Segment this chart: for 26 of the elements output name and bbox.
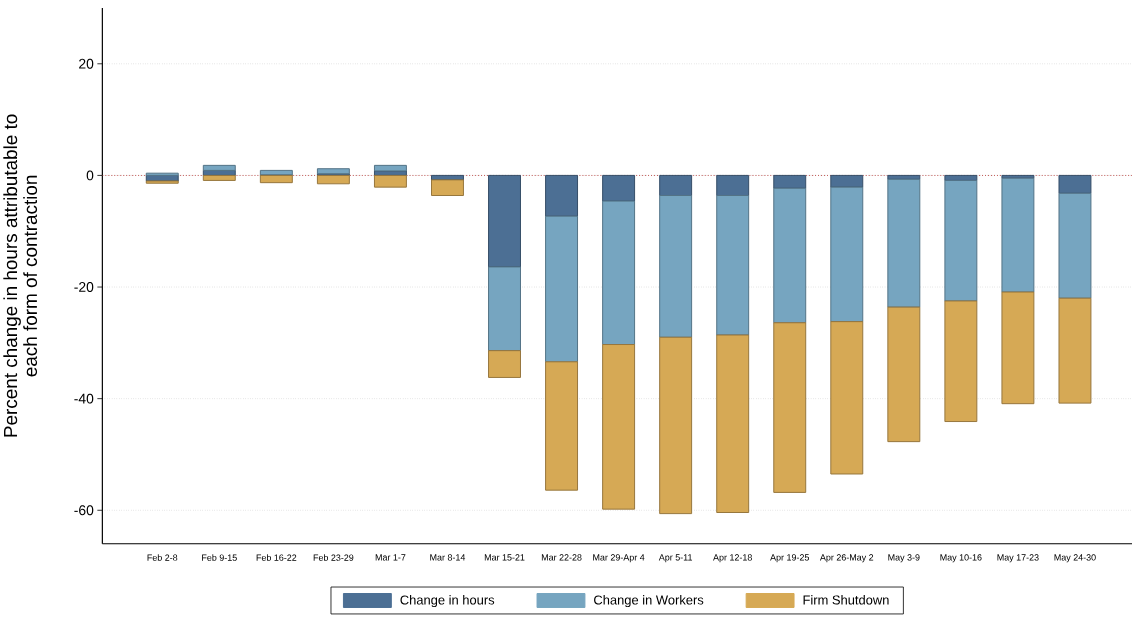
x-tick-label: May 3-9 (888, 554, 920, 563)
x-tick-label: Mar 8-14 (430, 554, 466, 561)
x-tick-label: May 10-16 (940, 554, 982, 563)
x-tick-label: Feb 23-29 (313, 554, 354, 562)
x-tick-label: Mar 1-7 (375, 554, 406, 561)
x-tick-label: Apr 12-18 (713, 554, 752, 563)
x-tick-label: Apr 26-May 2 (819, 554, 874, 563)
x-tick-label: May 17-23 (997, 554, 1039, 563)
y-tick-label: 0 (86, 170, 94, 181)
y-axis-title: Percent change in hours attributable to each form of contraction (3, 114, 38, 437)
y-tick-label: 20 (79, 59, 94, 69)
x-tick-label: Feb 16-22 (256, 554, 297, 562)
x-tick-label: Mar 29-Apr 4 (593, 554, 645, 563)
x-tick-label: Apr 5-11 (658, 554, 693, 563)
legend-label: Firm Shutdown (803, 595, 889, 605)
x-tick-label: Apr 19-25 (770, 554, 809, 563)
x-tick-label: Feb 9-15 (202, 554, 237, 562)
legend-label: Change in Workers (594, 595, 704, 608)
y-tick-label: -40 (74, 393, 94, 404)
x-tick-label: Mar 15-21 (484, 554, 525, 561)
x-tick-label: Mar 22-28 (541, 554, 582, 561)
legend-label: Change in hours (400, 595, 495, 608)
y-tick-label: -20 (74, 282, 94, 293)
x-tick-label: May 24-30 (1054, 554, 1096, 563)
x-tick-label: Feb 2-8 (147, 554, 178, 562)
y-tick-label: -60 (74, 505, 94, 516)
